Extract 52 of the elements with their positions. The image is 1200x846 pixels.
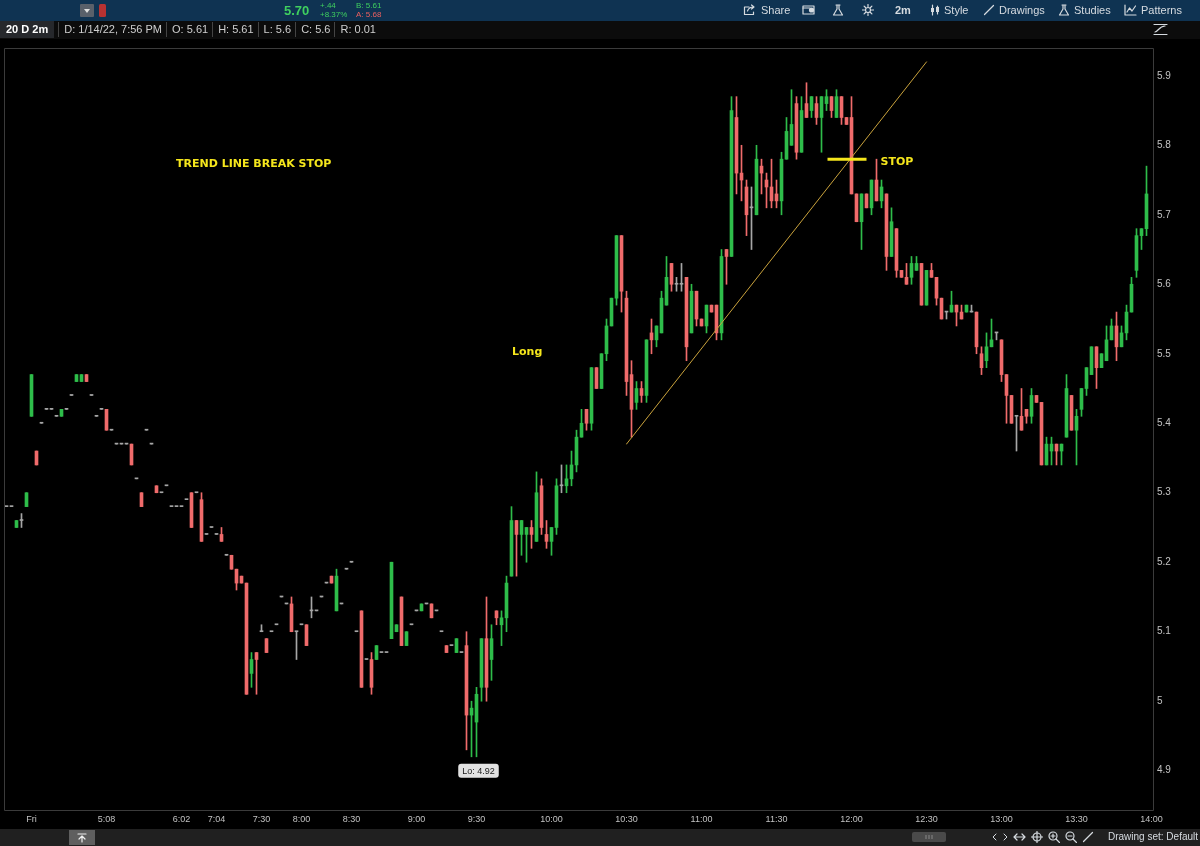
y-tick-label: 5.7: [1157, 208, 1172, 220]
x-tick-label: 10:00: [540, 813, 563, 824]
text: 5.70: [284, 3, 310, 18]
text: O: 5.61: [172, 23, 209, 35]
y-tick-label: 4.9: [1157, 764, 1172, 776]
text: H: 5.61: [218, 23, 254, 35]
x-tick-label: 7:30: [252, 813, 271, 824]
y-tick-label: 5.4: [1157, 417, 1172, 428]
x-tick-label: 10:30: [615, 813, 638, 824]
text: Share: [761, 4, 791, 16]
y-tick-label: 5.2: [1157, 555, 1172, 567]
text: Studies: [1074, 4, 1111, 16]
x-tick-label: 14:00: [1140, 813, 1163, 824]
x-tick-label: 12:00: [840, 813, 863, 824]
y-tick-label: 5.1: [1157, 625, 1172, 637]
y-tick-label: 5.8: [1157, 139, 1172, 151]
text: Drawing set: Default: [1108, 831, 1199, 842]
y-tick-label: 5: [1157, 694, 1163, 706]
x-tick-label: 9:30: [467, 813, 486, 824]
x-tick-label: 5:08: [97, 813, 116, 824]
text: R: 0.01: [340, 23, 376, 35]
text: Patterns: [1141, 4, 1182, 16]
y-tick-label: 5.6: [1157, 278, 1172, 290]
x-tick-label: Fri: [26, 813, 37, 824]
x-tick-label: 13:30: [1065, 813, 1088, 824]
x-tick-label: 11:30: [765, 813, 788, 824]
y-tick-label: 5.3: [1157, 486, 1172, 498]
text: TREND LINE BREAK STOP: [176, 156, 332, 170]
x-tick-label: 6:02: [172, 813, 191, 824]
annotation: Long: [512, 344, 543, 358]
x-tick-label: 8:30: [342, 813, 361, 824]
y-tick-label: 5.9: [1157, 69, 1172, 81]
text: Style: [944, 4, 969, 16]
text: C: 5.6: [301, 23, 331, 35]
text: B: 5.61: [356, 1, 382, 10]
x-tick-label: 8:00: [292, 813, 311, 824]
x-tick-label: 12:30: [915, 813, 938, 824]
text: L: 5.6: [263, 23, 292, 35]
y-tick-label: 5.5: [1157, 347, 1172, 359]
text: A: 5.68: [356, 10, 382, 19]
x-tick-label: 7:04: [207, 813, 226, 824]
text: D: 1/14/22, 7:56 PM: [64, 23, 163, 35]
x-tick-label: 11:00: [690, 813, 713, 824]
text: +8.37%: [320, 10, 348, 19]
text: +.44: [320, 1, 336, 10]
text: 2m: [895, 4, 911, 16]
annotation: STOP: [880, 155, 914, 169]
text: Drawings: [999, 4, 1045, 16]
x-tick-label: 9:00: [407, 813, 426, 824]
chart-subtitle: 20 D 2m: [6, 23, 49, 35]
annotation: Lo: 4.92: [462, 765, 495, 776]
x-tick-label: 13:00: [990, 813, 1013, 824]
